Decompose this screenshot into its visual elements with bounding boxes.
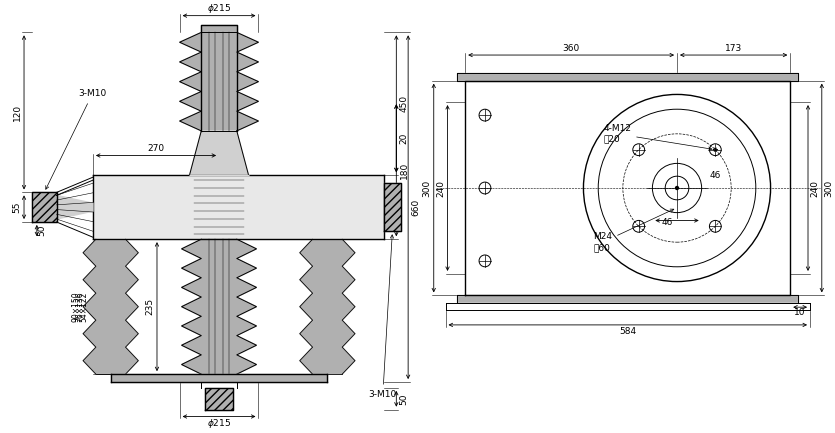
Text: 90×150: 90×150 [72, 291, 81, 322]
Text: 300: 300 [423, 179, 432, 197]
Text: 4-M12
深20: 4-M12 深20 [603, 124, 711, 150]
Polygon shape [84, 239, 139, 374]
Polygon shape [383, 183, 402, 231]
Polygon shape [57, 195, 93, 219]
Circle shape [676, 187, 679, 190]
Polygon shape [32, 192, 57, 222]
Polygon shape [300, 239, 355, 374]
Polygon shape [111, 374, 327, 382]
Polygon shape [180, 32, 258, 131]
Text: 55: 55 [13, 201, 22, 213]
Text: 120: 120 [13, 104, 22, 121]
Text: 50: 50 [400, 393, 408, 404]
Text: 235: 235 [145, 298, 154, 315]
Text: 46: 46 [661, 217, 673, 226]
Polygon shape [458, 295, 798, 303]
Text: 584: 584 [620, 327, 636, 336]
Text: 450: 450 [400, 95, 408, 112]
Text: 46: 46 [710, 171, 721, 180]
Text: 10: 10 [794, 307, 806, 317]
Text: 270: 270 [148, 144, 164, 153]
Text: 20: 20 [400, 132, 408, 144]
Text: 360: 360 [563, 44, 579, 53]
Text: M24
深60: M24 深60 [594, 209, 674, 252]
Polygon shape [201, 25, 237, 32]
Polygon shape [93, 175, 383, 239]
Text: 240: 240 [436, 180, 445, 197]
Polygon shape [190, 131, 249, 175]
Text: 173: 173 [725, 44, 742, 53]
Text: 54×122: 54×122 [79, 291, 89, 322]
Text: 3-M10: 3-M10 [369, 235, 397, 399]
Polygon shape [446, 303, 810, 310]
Text: 50: 50 [38, 225, 46, 236]
Text: 180: 180 [400, 162, 408, 179]
Polygon shape [181, 239, 256, 374]
Polygon shape [205, 388, 233, 410]
Text: $\phi$215: $\phi$215 [207, 2, 231, 15]
Text: 76×136: 76×136 [76, 291, 84, 322]
Text: 240: 240 [811, 180, 819, 197]
Text: $\phi$215: $\phi$215 [207, 417, 231, 430]
Polygon shape [458, 73, 798, 81]
Text: 3-M10: 3-M10 [46, 89, 106, 189]
Text: 300: 300 [824, 179, 833, 197]
Text: 660: 660 [412, 199, 421, 216]
